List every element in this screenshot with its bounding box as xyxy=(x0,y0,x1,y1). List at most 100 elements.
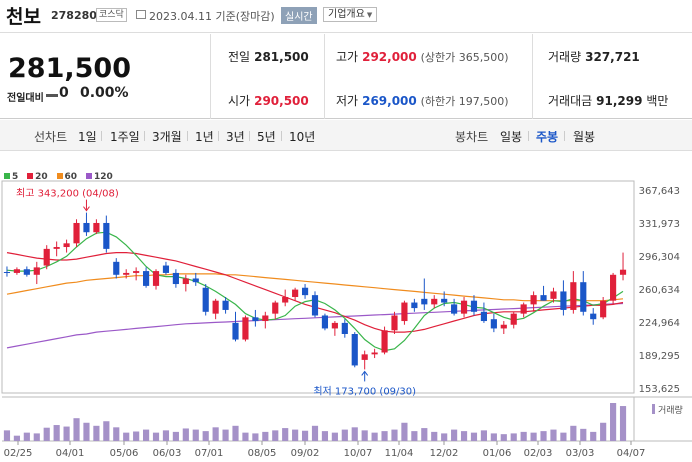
candle-weekly[interactable]: 주봉 xyxy=(536,130,559,144)
period-1y[interactable]: 1년 xyxy=(195,130,214,144)
volume-bar xyxy=(301,430,309,441)
volume-bar xyxy=(212,427,219,441)
volume-label: 거래량 xyxy=(658,404,683,416)
volume-bar xyxy=(53,425,60,441)
volume-legend-swatch xyxy=(652,404,655,414)
chevron-down-icon: ▼ xyxy=(366,11,373,19)
candle xyxy=(282,289,289,307)
candle-body xyxy=(123,272,130,275)
divider xyxy=(528,131,529,141)
candle-body xyxy=(590,313,597,320)
candle xyxy=(43,245,50,270)
volume-bar xyxy=(282,428,289,441)
volume-bar xyxy=(133,431,140,441)
x-tick-label: 01/06 xyxy=(483,448,512,459)
candle-body xyxy=(331,322,338,329)
candle xyxy=(123,269,130,279)
volume-bar xyxy=(292,429,299,441)
candle xyxy=(540,285,547,301)
candle-body xyxy=(560,291,567,310)
y-tick-label: 331,973 xyxy=(639,219,680,230)
candle-body xyxy=(103,222,110,249)
high-price: 고가 292,000 (상한가 365,500) xyxy=(336,50,509,64)
candle xyxy=(550,287,557,303)
candle-body xyxy=(361,354,368,360)
period-1d[interactable]: 1일 xyxy=(78,130,97,144)
candle xyxy=(3,266,11,277)
candle-body xyxy=(282,296,289,303)
candle xyxy=(341,319,348,338)
low-annotation: 최저 173,700 (09/30) xyxy=(313,385,416,397)
divider xyxy=(210,34,211,119)
candle xyxy=(292,287,299,301)
candle-body xyxy=(232,322,239,340)
candle-body xyxy=(619,269,627,275)
candle xyxy=(361,350,368,370)
volume-bar xyxy=(202,431,209,441)
volume-bar xyxy=(222,429,229,441)
candle xyxy=(451,298,458,316)
candle-daily[interactable]: 일봉 xyxy=(500,130,523,144)
candle-body xyxy=(600,300,607,318)
x-tick-label: 06/03 xyxy=(153,448,182,459)
high-annotation: 최고 343,200 (04/08) xyxy=(16,188,119,200)
candle xyxy=(272,300,279,320)
volume-bar xyxy=(580,428,587,441)
volume-bar xyxy=(63,426,70,441)
volume-bar xyxy=(93,425,100,441)
realtime-button[interactable]: 실시간 xyxy=(281,7,317,24)
corp-overview-dropdown[interactable]: 기업개요 ▼ xyxy=(323,7,378,22)
period-5y[interactable]: 5년 xyxy=(257,130,276,144)
candle xyxy=(580,271,587,316)
candle-body xyxy=(540,295,547,301)
period-1w[interactable]: 1주일 xyxy=(110,130,140,144)
volume-bar xyxy=(421,428,428,441)
candle-chart-label: 봉차트 xyxy=(455,130,489,144)
candle xyxy=(490,313,497,333)
y-tick-label: 260,634 xyxy=(639,285,680,296)
period-10y[interactable]: 10년 xyxy=(289,130,316,144)
period-3y[interactable]: 3년 xyxy=(226,130,245,144)
candle xyxy=(610,272,617,305)
volume-bar xyxy=(460,431,468,441)
x-tick-label: 11/04 xyxy=(385,448,414,459)
candle-body xyxy=(460,300,468,314)
x-tick-label: 09/02 xyxy=(291,448,320,459)
candle-body xyxy=(292,289,299,297)
candle-body xyxy=(431,298,438,305)
divider xyxy=(187,131,188,141)
candle-body xyxy=(222,300,229,310)
candle-body xyxy=(381,330,388,353)
candle xyxy=(371,348,378,359)
candle xyxy=(172,269,179,288)
candle xyxy=(152,269,160,290)
volume-bar xyxy=(162,430,170,441)
divider xyxy=(281,131,282,141)
divider xyxy=(532,34,533,119)
candle xyxy=(63,239,70,253)
low-arrow-head xyxy=(361,370,369,376)
candle-body xyxy=(530,295,537,305)
candle-body xyxy=(480,311,488,322)
open-price: 시가 290,500 xyxy=(228,94,309,108)
candle-monthly[interactable]: 월봉 xyxy=(573,130,596,144)
candle xyxy=(441,291,448,307)
candle-body xyxy=(500,324,507,329)
candle-body xyxy=(451,304,458,314)
current-price: 281,500 xyxy=(8,53,131,84)
volume-bar xyxy=(451,429,458,441)
volume-bar xyxy=(33,433,40,441)
candle-body xyxy=(401,302,408,322)
calendar-icon xyxy=(136,10,146,19)
candle xyxy=(242,315,249,342)
candle xyxy=(421,278,428,310)
x-tick-label: 12/02 xyxy=(430,448,459,459)
period-3m[interactable]: 3개월 xyxy=(152,130,182,144)
y-tick-label: 189,295 xyxy=(639,351,680,362)
volume-bar xyxy=(351,427,358,441)
candle xyxy=(600,296,607,320)
volume-bar xyxy=(331,432,338,441)
candle xyxy=(560,280,567,316)
divider xyxy=(324,34,325,119)
